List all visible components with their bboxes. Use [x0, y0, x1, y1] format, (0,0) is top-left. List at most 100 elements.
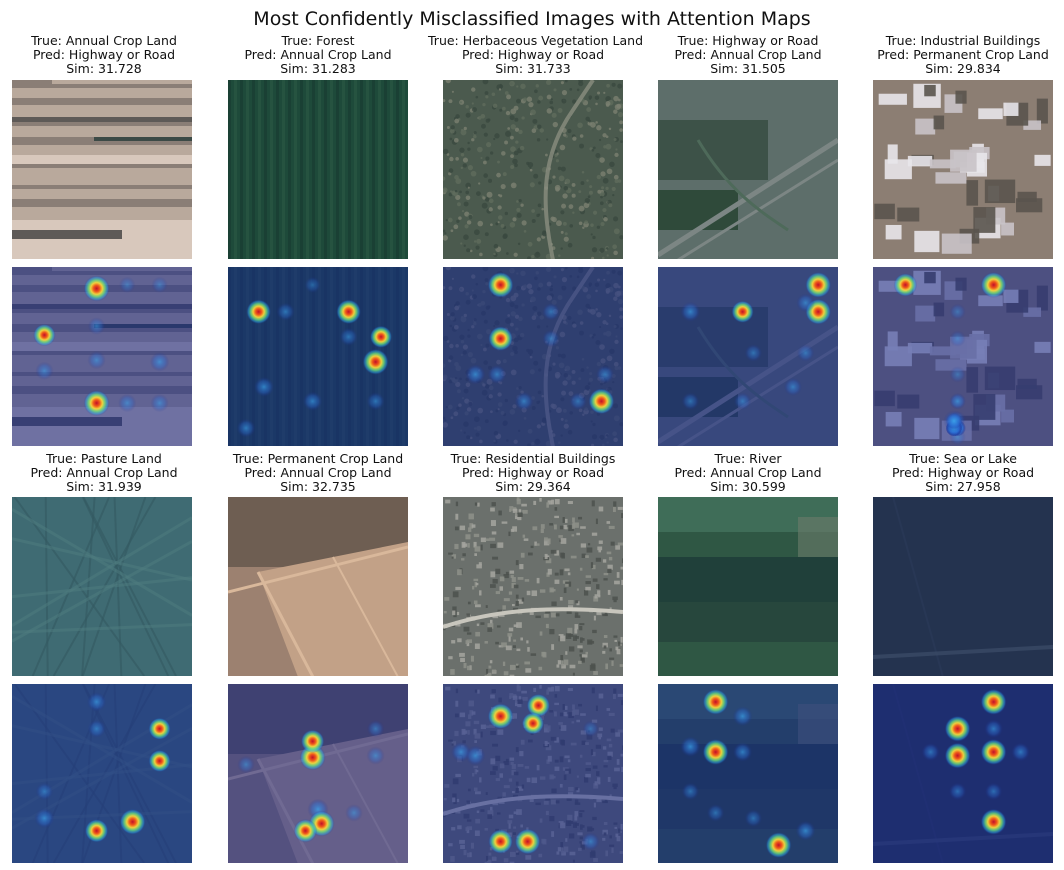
- similarity-score: Sim: 31.505: [710, 61, 786, 76]
- attention-hotspot: [118, 393, 137, 413]
- attention-hotspot: [796, 293, 815, 313]
- attention-map: [443, 267, 623, 446]
- attention-hotspot: [680, 736, 701, 757]
- true-label: True: Sea or Lake: [909, 451, 1017, 466]
- attention-hotspot: [732, 706, 753, 727]
- sample-caption: True: Sea or Lake Pred: Highway or Road Si…: [858, 452, 1064, 494]
- attention-hotspot: [514, 391, 534, 411]
- similarity-score: Sim: 32.735: [280, 479, 356, 494]
- attention-map: [658, 684, 838, 863]
- attention-map: [12, 267, 192, 446]
- similarity-score: Sim: 30.599: [710, 479, 786, 494]
- attention-hotspot: [87, 719, 106, 738]
- attention-hotspot: [514, 828, 541, 855]
- attention-hotspot: [582, 720, 599, 737]
- similarity-score: Sim: 31.283: [280, 61, 356, 76]
- attention-hotspot: [702, 739, 729, 766]
- attention-hotspot: [149, 352, 170, 372]
- sample-caption: True: Annual Crop Land Pred: Highway or R…: [0, 34, 209, 76]
- sample-caption: True: River Pred: Annual Crop Land Sim: 30…: [643, 452, 853, 494]
- similarity-score: Sim: 29.364: [495, 479, 571, 494]
- attention-hotspot: [732, 742, 753, 762]
- similarity-score: Sim: 27.958: [925, 479, 1001, 494]
- true-label: True: Pasture Land: [46, 451, 162, 466]
- attention-hotspot: [84, 818, 109, 843]
- attention-hotspot: [148, 717, 171, 740]
- attention-hotspot: [733, 392, 752, 411]
- attention-map: [873, 267, 1053, 446]
- attention-hotspot: [34, 808, 55, 829]
- sample-caption: True: Pasture Land Pred: Annual Crop Land…: [0, 452, 209, 494]
- attention-hotspot: [237, 755, 255, 774]
- attention-hotspot: [783, 377, 803, 397]
- attention-hotspot: [805, 271, 832, 298]
- attention-hotspot: [744, 344, 763, 362]
- predicted-label: Pred: Permanent Crop Land: [877, 47, 1049, 62]
- satellite-image: [658, 80, 838, 259]
- attention-map: [12, 684, 192, 863]
- attention-hotspot: [702, 688, 729, 715]
- attention-hotspot: [246, 299, 271, 325]
- attention-hotspot: [487, 703, 514, 730]
- attention-hotspot: [944, 742, 971, 769]
- predicted-label: Pred: Highway or Road: [32, 47, 176, 62]
- true-label: True: River: [714, 451, 782, 466]
- satellite-image: [873, 497, 1053, 676]
- attention-hotspot: [744, 809, 763, 828]
- sample-caption: True: Permanent Crop Land Pred: Annual Cr…: [213, 452, 423, 494]
- attention-hotspot: [595, 365, 615, 384]
- attention-hotspot: [488, 326, 513, 351]
- attention-hotspot: [366, 746, 385, 765]
- sample-caption: True: Highway or Road Pred: Annual Crop L…: [643, 34, 853, 76]
- predicted-label: Pred: Annual Crop Land: [674, 465, 822, 480]
- true-label: True: Highway or Road: [677, 33, 819, 48]
- attention-hotspot: [542, 302, 560, 321]
- satellite-image: [12, 497, 192, 676]
- attention-hotspot: [33, 323, 56, 347]
- attention-hotspot: [150, 393, 169, 413]
- attention-map: [443, 684, 623, 863]
- attention-hotspot: [948, 782, 967, 801]
- attention-hotspot: [980, 739, 1007, 766]
- attention-hotspot: [581, 832, 600, 851]
- attention-map: [658, 267, 838, 446]
- attention-hotspot: [35, 782, 54, 801]
- attention-hotspot: [119, 808, 146, 835]
- predicted-label: Pred: Annual Crop Land: [674, 47, 822, 62]
- true-label: True: Herbaceous Vegetation Land: [428, 33, 644, 48]
- true-label: True: Residential Buildings: [450, 451, 616, 466]
- attention-hotspot: [236, 418, 256, 438]
- attention-hotspot: [542, 329, 560, 348]
- attention-hotspot: [944, 715, 971, 742]
- attention-hotspot: [943, 410, 965, 432]
- attention-hotspot: [83, 390, 110, 417]
- satellite-image: [443, 80, 623, 259]
- attention-hotspot: [681, 782, 700, 801]
- attention-hotspot: [949, 366, 966, 383]
- attention-hotspot: [984, 719, 1003, 739]
- attention-hotspot: [302, 391, 323, 411]
- attention-hotspot: [796, 344, 815, 362]
- satellite-image: [12, 80, 192, 259]
- attention-hotspot: [366, 392, 385, 411]
- attention-hotspot: [893, 273, 918, 297]
- attention-hotspot: [345, 804, 363, 822]
- attention-hotspot: [984, 782, 1003, 801]
- attention-hotspot: [487, 365, 507, 384]
- attention-hotspot: [980, 271, 1007, 298]
- satellite-image: [228, 497, 408, 676]
- attention-hotspot: [569, 392, 587, 411]
- predicted-label: Pred: Highway or Road: [461, 47, 605, 62]
- attention-map: [228, 684, 408, 863]
- true-label: True: Forest: [281, 33, 355, 48]
- attention-hotspot: [35, 361, 54, 380]
- similarity-score: Sim: 31.728: [66, 61, 142, 76]
- attention-hotspot: [949, 393, 966, 410]
- attention-map: [873, 684, 1053, 863]
- attention-hotspot: [87, 350, 106, 370]
- attention-hotspot: [980, 688, 1007, 715]
- true-label: True: Annual Crop Land: [31, 33, 177, 48]
- similarity-score: Sim: 29.834: [925, 61, 1001, 76]
- attention-hotspot: [254, 376, 274, 397]
- attention-hotspot: [369, 325, 393, 349]
